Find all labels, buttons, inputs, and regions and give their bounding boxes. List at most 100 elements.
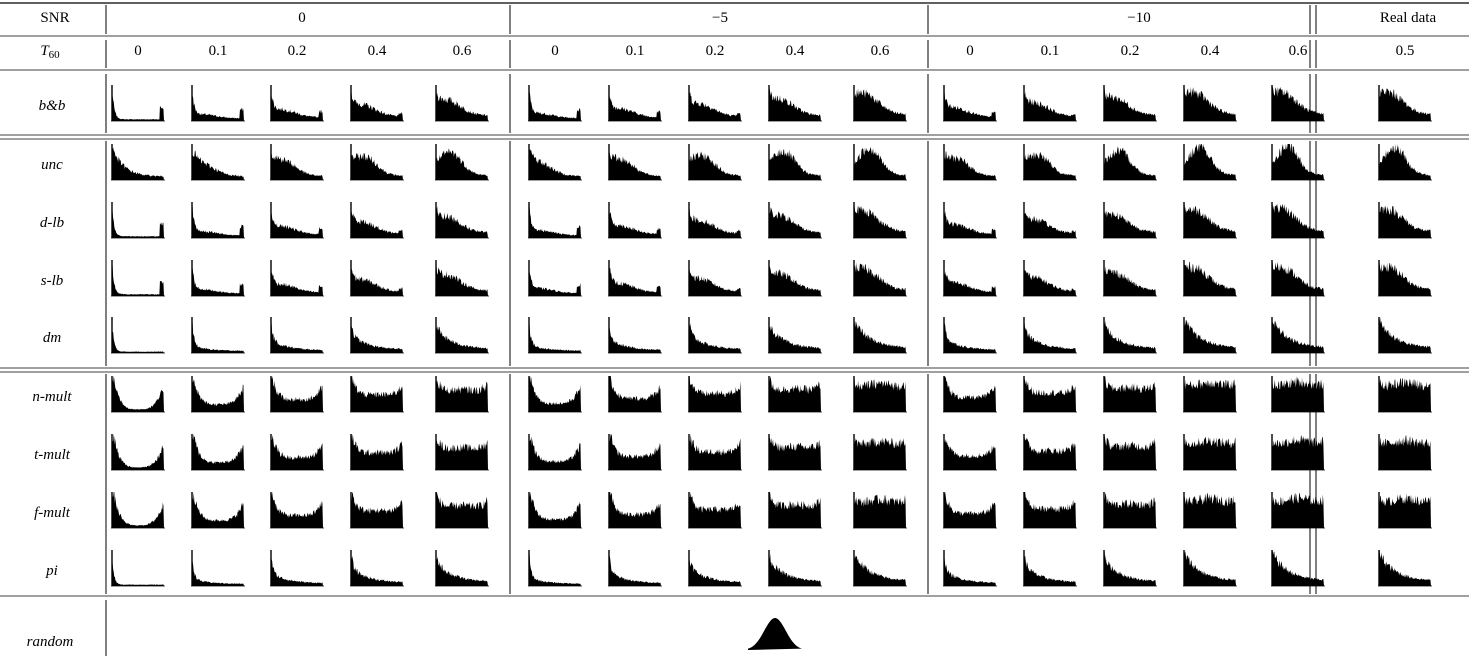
histogram-cell bbox=[854, 205, 906, 238]
histogram-cell bbox=[1024, 378, 1076, 412]
real-data-header: Real data bbox=[1380, 10, 1437, 26]
histogram-cell bbox=[1272, 435, 1324, 470]
histogram-cell bbox=[529, 89, 581, 121]
histogram-cell bbox=[192, 434, 244, 470]
histogram-cell-real bbox=[1379, 377, 1431, 412]
histogram-cell bbox=[689, 550, 741, 586]
histogram-cell bbox=[944, 323, 996, 353]
histogram-cell-real bbox=[1379, 550, 1431, 586]
histogram-cell bbox=[689, 492, 741, 528]
histogram-cell bbox=[436, 492, 488, 528]
histogram-cell bbox=[1272, 320, 1324, 353]
histogram-cell bbox=[854, 88, 906, 121]
histogram-cell bbox=[1104, 376, 1156, 412]
histogram-cell bbox=[609, 376, 661, 412]
histogram-cell-real bbox=[1379, 144, 1431, 180]
histogram-cell bbox=[1024, 204, 1076, 238]
histogram-cell bbox=[944, 151, 996, 180]
histogram-cell bbox=[944, 558, 996, 586]
histogram-cell bbox=[609, 92, 661, 121]
histogram-cell bbox=[112, 86, 164, 121]
t60-value: 0.4 bbox=[1201, 43, 1220, 59]
row-label: t-mult bbox=[34, 447, 71, 463]
histogram-cell bbox=[609, 550, 661, 586]
histogram-cell bbox=[529, 206, 581, 238]
histogram-cell bbox=[689, 269, 741, 296]
histogram-cell bbox=[689, 88, 741, 121]
histogram-cell bbox=[351, 92, 403, 121]
histogram-cell bbox=[944, 439, 996, 470]
histogram-cell bbox=[1104, 265, 1156, 296]
snr-group-minus5: −5 bbox=[712, 10, 728, 26]
histogram-cell bbox=[351, 376, 403, 412]
t60-value: 0.4 bbox=[368, 43, 387, 59]
histogram-cell bbox=[271, 93, 323, 121]
histogram-cell bbox=[1272, 144, 1324, 180]
t60-value: 0.2 bbox=[1121, 43, 1140, 59]
t60-value: 0.1 bbox=[626, 43, 645, 59]
histogram-cell bbox=[529, 323, 581, 353]
random-bell-histogram bbox=[748, 618, 802, 650]
histogram-cell bbox=[112, 552, 164, 586]
histogram-cell bbox=[944, 211, 996, 238]
histogram-cell bbox=[271, 435, 323, 470]
histogram-cell bbox=[769, 148, 821, 180]
histogram-cell bbox=[609, 204, 661, 238]
histogram-cell bbox=[854, 321, 906, 353]
histogram-cell bbox=[271, 153, 323, 180]
row-label: dm bbox=[43, 330, 62, 346]
t60-value: 0 bbox=[551, 43, 559, 59]
histogram-cell bbox=[854, 262, 906, 296]
histogram-cell bbox=[1272, 492, 1324, 528]
t60-value: 0.2 bbox=[706, 43, 725, 59]
histogram-cell bbox=[609, 324, 661, 353]
histogram-cell bbox=[271, 261, 323, 296]
histogram-cell bbox=[944, 260, 996, 296]
histogram-cell bbox=[1272, 376, 1324, 412]
histogram-cell bbox=[351, 202, 403, 238]
histogram-cell bbox=[192, 320, 244, 353]
t60-value: 0.2 bbox=[288, 43, 307, 59]
histogram-cell bbox=[436, 203, 488, 238]
histogram-cell bbox=[1184, 87, 1236, 121]
histogram-cell bbox=[1104, 209, 1156, 238]
t60-value: 0 bbox=[966, 43, 974, 59]
histogram-cell bbox=[1024, 267, 1076, 296]
histogram-cell bbox=[1272, 86, 1324, 121]
histogram-cell bbox=[854, 551, 906, 586]
histogram-cell bbox=[609, 492, 661, 528]
histogram-cell-real bbox=[1379, 317, 1431, 353]
histogram-cell bbox=[192, 554, 244, 586]
histogram-cell bbox=[609, 434, 661, 470]
histogram-cell bbox=[769, 88, 821, 121]
histogram-cell bbox=[1184, 203, 1236, 238]
real-t60-value: 0.5 bbox=[1396, 43, 1415, 59]
histogram-cell bbox=[436, 317, 488, 353]
histogram-cell bbox=[769, 205, 821, 238]
histogram-cell bbox=[529, 492, 581, 528]
histogram-cell bbox=[854, 377, 906, 412]
histogram-cell bbox=[351, 262, 403, 296]
histogram-cell bbox=[192, 202, 244, 238]
histogram-cell bbox=[112, 260, 164, 296]
histogram-cell bbox=[689, 434, 741, 470]
histogram-cell bbox=[1104, 492, 1156, 528]
histogram-cell bbox=[689, 208, 741, 238]
histogram-cell bbox=[1272, 203, 1324, 238]
histogram-cell bbox=[944, 492, 996, 528]
histogram-cell bbox=[112, 492, 164, 528]
t60-value: 0.1 bbox=[209, 43, 228, 59]
histogram-cell bbox=[271, 557, 323, 586]
histogram-cell bbox=[351, 492, 403, 528]
histogram-cell bbox=[609, 267, 661, 296]
histogram-cell bbox=[1104, 88, 1156, 121]
t60-header: T60 bbox=[40, 43, 60, 61]
snr-group-0: 0 bbox=[298, 10, 306, 26]
histogram-cell-real bbox=[1379, 205, 1431, 238]
row-label: s-lb bbox=[41, 273, 64, 289]
histogram-cell bbox=[351, 551, 403, 586]
histogram-cell bbox=[112, 434, 164, 470]
row-label: d-lb bbox=[40, 215, 65, 231]
